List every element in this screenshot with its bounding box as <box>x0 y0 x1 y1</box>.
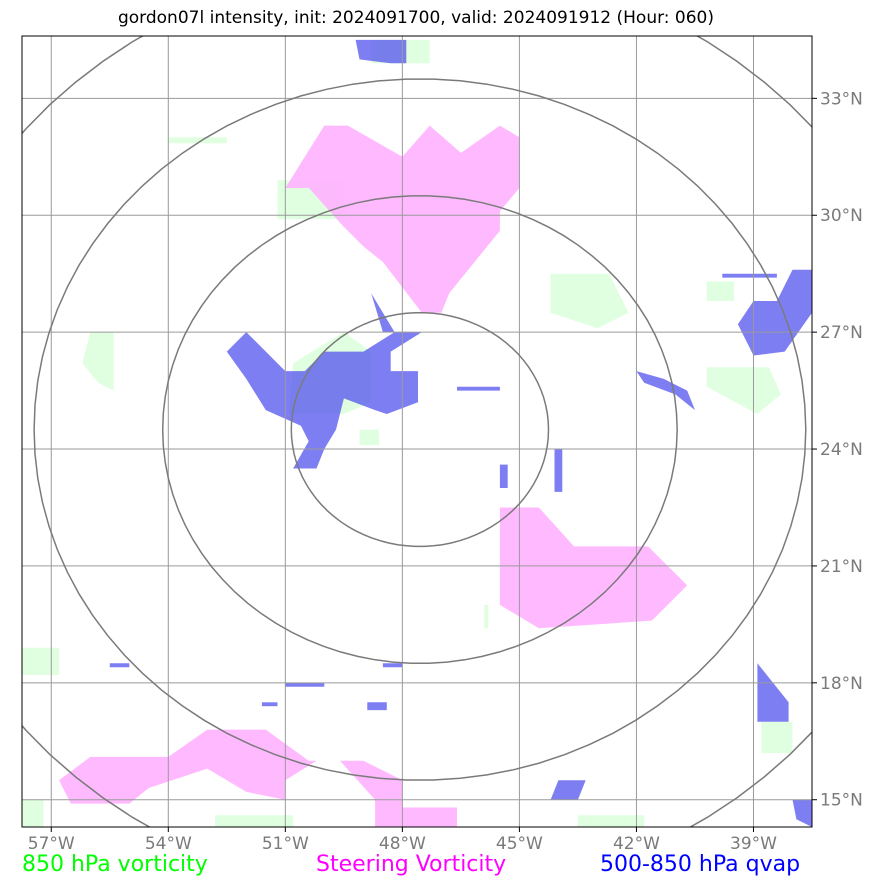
layer-0-polygon-5 <box>359 429 379 446</box>
layer-2-polygon-1 <box>226 293 422 469</box>
range-ring-1 <box>161 195 678 664</box>
legend-steering-vorticity: Steering Vorticity <box>316 852 507 877</box>
layer-1-polygon-2 <box>59 729 457 827</box>
layer-2-polygon-12 <box>367 702 387 711</box>
layer-0-polygon-8 <box>706 367 781 414</box>
layer-2-polygon-10 <box>382 663 403 668</box>
layer-2-polygon-15 <box>792 799 812 827</box>
lat-tick-label-4: 21°N <box>820 557 863 577</box>
layer-2-polygon-6 <box>554 449 563 492</box>
layer-2-polygon-2 <box>737 269 812 356</box>
axis-ticks: 57°W 54°W 51°W 48°W 45°W 42°W 39°W 33°N 30°N 27°N… <box>28 89 863 854</box>
layer-1-polygon-1 <box>499 507 688 629</box>
layer-2-polygon-11 <box>285 682 325 687</box>
lat-tick-label-5: 18°N <box>820 674 863 694</box>
lat-tick-label-2: 27°N <box>820 323 863 343</box>
graticule <box>22 36 812 827</box>
layer-0-polygon-7 <box>706 281 734 301</box>
lon-tick-label-2: 51°W <box>262 834 309 854</box>
lon-tick-label-4: 45°W <box>496 834 543 854</box>
lon-tick-label-6: 39°W <box>730 834 777 854</box>
legend-850-vorticity: 850 hPa vorticity <box>22 852 208 877</box>
lon-tick-label-3: 48°W <box>379 834 426 854</box>
layer-0-polygon-14 <box>577 815 645 827</box>
layer-0-polygon-10 <box>22 647 60 675</box>
layer-0-polygon-11 <box>761 721 793 753</box>
layer-2-polygon-7 <box>499 464 508 488</box>
lat-tick-label-3: 24°N <box>820 440 863 460</box>
layer-0-polygon-6 <box>550 273 629 329</box>
layer-0-polygon-3 <box>82 332 114 391</box>
range-ring-0 <box>290 311 550 548</box>
layer-0-polygon-9 <box>484 604 489 629</box>
legend-qvap: 500-850 hPa qvap <box>600 852 801 877</box>
layer-2-polygon-3 <box>722 273 777 278</box>
layer-2-polygon-0 <box>355 39 407 64</box>
layer-2-polygon-14 <box>550 780 586 800</box>
map-frame <box>21 35 813 828</box>
lat-tick-label-6: 15°N <box>820 791 863 811</box>
layer-2-polygon-8 <box>757 663 789 722</box>
layer-0-polygon-13 <box>215 815 294 827</box>
layer-2-polygon-13 <box>261 702 278 707</box>
layer-2-polygon-9 <box>109 663 130 668</box>
lat-tick-label-1: 30°N <box>820 206 863 226</box>
lon-tick-label-0: 57°W <box>28 834 75 854</box>
map-title: gordon07l intensity, init: 2024091700, v… <box>117 8 714 28</box>
layer-2-polygon-4 <box>636 371 695 411</box>
layer-0-polygon-1 <box>168 137 227 144</box>
lon-tick-label-1: 54°W <box>145 834 192 854</box>
layer-2-polygon-5 <box>457 386 500 391</box>
lon-tick-label-5: 42°W <box>613 834 660 854</box>
layer-0-polygon-12 <box>22 799 44 827</box>
lat-tick-label-0: 33°N <box>820 89 863 109</box>
range-ring-2 <box>33 78 807 781</box>
